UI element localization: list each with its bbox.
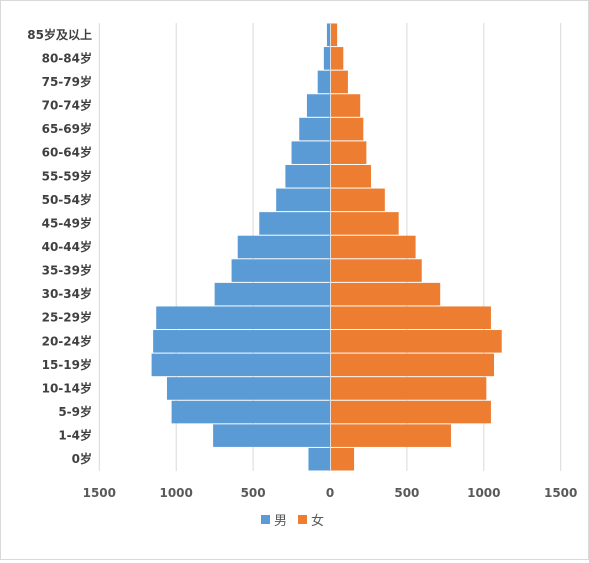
bar-female [331, 447, 355, 471]
bar-female [331, 70, 348, 94]
category-label: 20-24岁 [42, 333, 92, 348]
bar-female [331, 141, 367, 164]
bar-male [285, 164, 330, 188]
legend-label: 女 [311, 513, 324, 529]
bar-male [156, 306, 330, 330]
x-tick-label: 1500 [544, 486, 577, 500]
bar-male [317, 70, 330, 94]
category-label: 0岁 [72, 451, 92, 466]
bar-male [259, 212, 330, 235]
bar-male [237, 235, 330, 259]
bars [151, 23, 502, 471]
bar-male [213, 424, 330, 447]
bar-male [153, 330, 330, 353]
bar-female [331, 259, 422, 282]
category-label: 1-4岁 [58, 428, 92, 443]
bar-male [308, 447, 330, 471]
bar-male [171, 400, 330, 424]
category-label: 10-14岁 [42, 380, 92, 395]
category-label: 35-39岁 [42, 263, 92, 278]
x-tick-label: 500 [241, 486, 266, 500]
category-label: 85岁及以上 [27, 27, 92, 42]
legend: 男女 [261, 513, 324, 529]
bar-female [331, 400, 491, 424]
bar-male [166, 377, 330, 400]
bar-female [331, 282, 441, 306]
bar-female [331, 353, 495, 377]
category-label: 65-69岁 [42, 121, 92, 136]
x-tick-label: 1500 [83, 486, 116, 500]
category-label: 5-9岁 [58, 404, 92, 419]
bar-female [331, 424, 451, 447]
bar-female [331, 330, 502, 353]
category-label: 15-19岁 [42, 357, 92, 372]
category-label: 30-34岁 [42, 286, 92, 301]
category-label: 80-84岁 [42, 50, 92, 65]
legend-label: 男 [274, 514, 287, 529]
category-label: 75-79岁 [42, 74, 92, 89]
legend-swatch [261, 515, 270, 524]
bar-male [306, 94, 330, 117]
x-tick-label: 1000 [159, 486, 192, 500]
bar-female [331, 306, 491, 330]
bar-female [331, 94, 361, 117]
category-label: 70-74岁 [42, 98, 92, 113]
bar-female [331, 47, 344, 70]
bar-female [331, 377, 487, 400]
legend-swatch [298, 515, 307, 524]
x-tick-label: 500 [394, 486, 419, 500]
bar-male [323, 47, 330, 70]
bar-female [331, 164, 371, 188]
x-tick-label: 1000 [467, 486, 500, 500]
bar-male [151, 353, 330, 377]
category-labels: 0岁 1-4岁 5-9岁 10-14岁 15-19岁 20-24岁 25-29岁 30-34岁… [27, 27, 92, 466]
bar-female [331, 117, 364, 141]
bar-female [331, 212, 399, 235]
x-tick-labels: 1500 1000 500 0 500 1000 1500 [83, 486, 578, 500]
bar-male [299, 117, 330, 141]
category-label: 50-54岁 [42, 192, 92, 207]
category-label: 40-44岁 [42, 239, 92, 254]
category-label: 60-64岁 [42, 145, 92, 160]
bar-male [276, 188, 330, 212]
bar-female [331, 235, 416, 259]
category-label: 25-29岁 [42, 310, 92, 325]
category-label: 45-49岁 [42, 215, 92, 230]
bar-female [331, 188, 385, 212]
bar-male [291, 141, 330, 164]
bar-male [231, 259, 330, 282]
bar-male [214, 282, 330, 306]
bar-male [326, 23, 330, 47]
bar-female [331, 23, 338, 47]
category-label: 55-59岁 [42, 168, 92, 183]
x-tick-label: 0 [326, 486, 334, 500]
